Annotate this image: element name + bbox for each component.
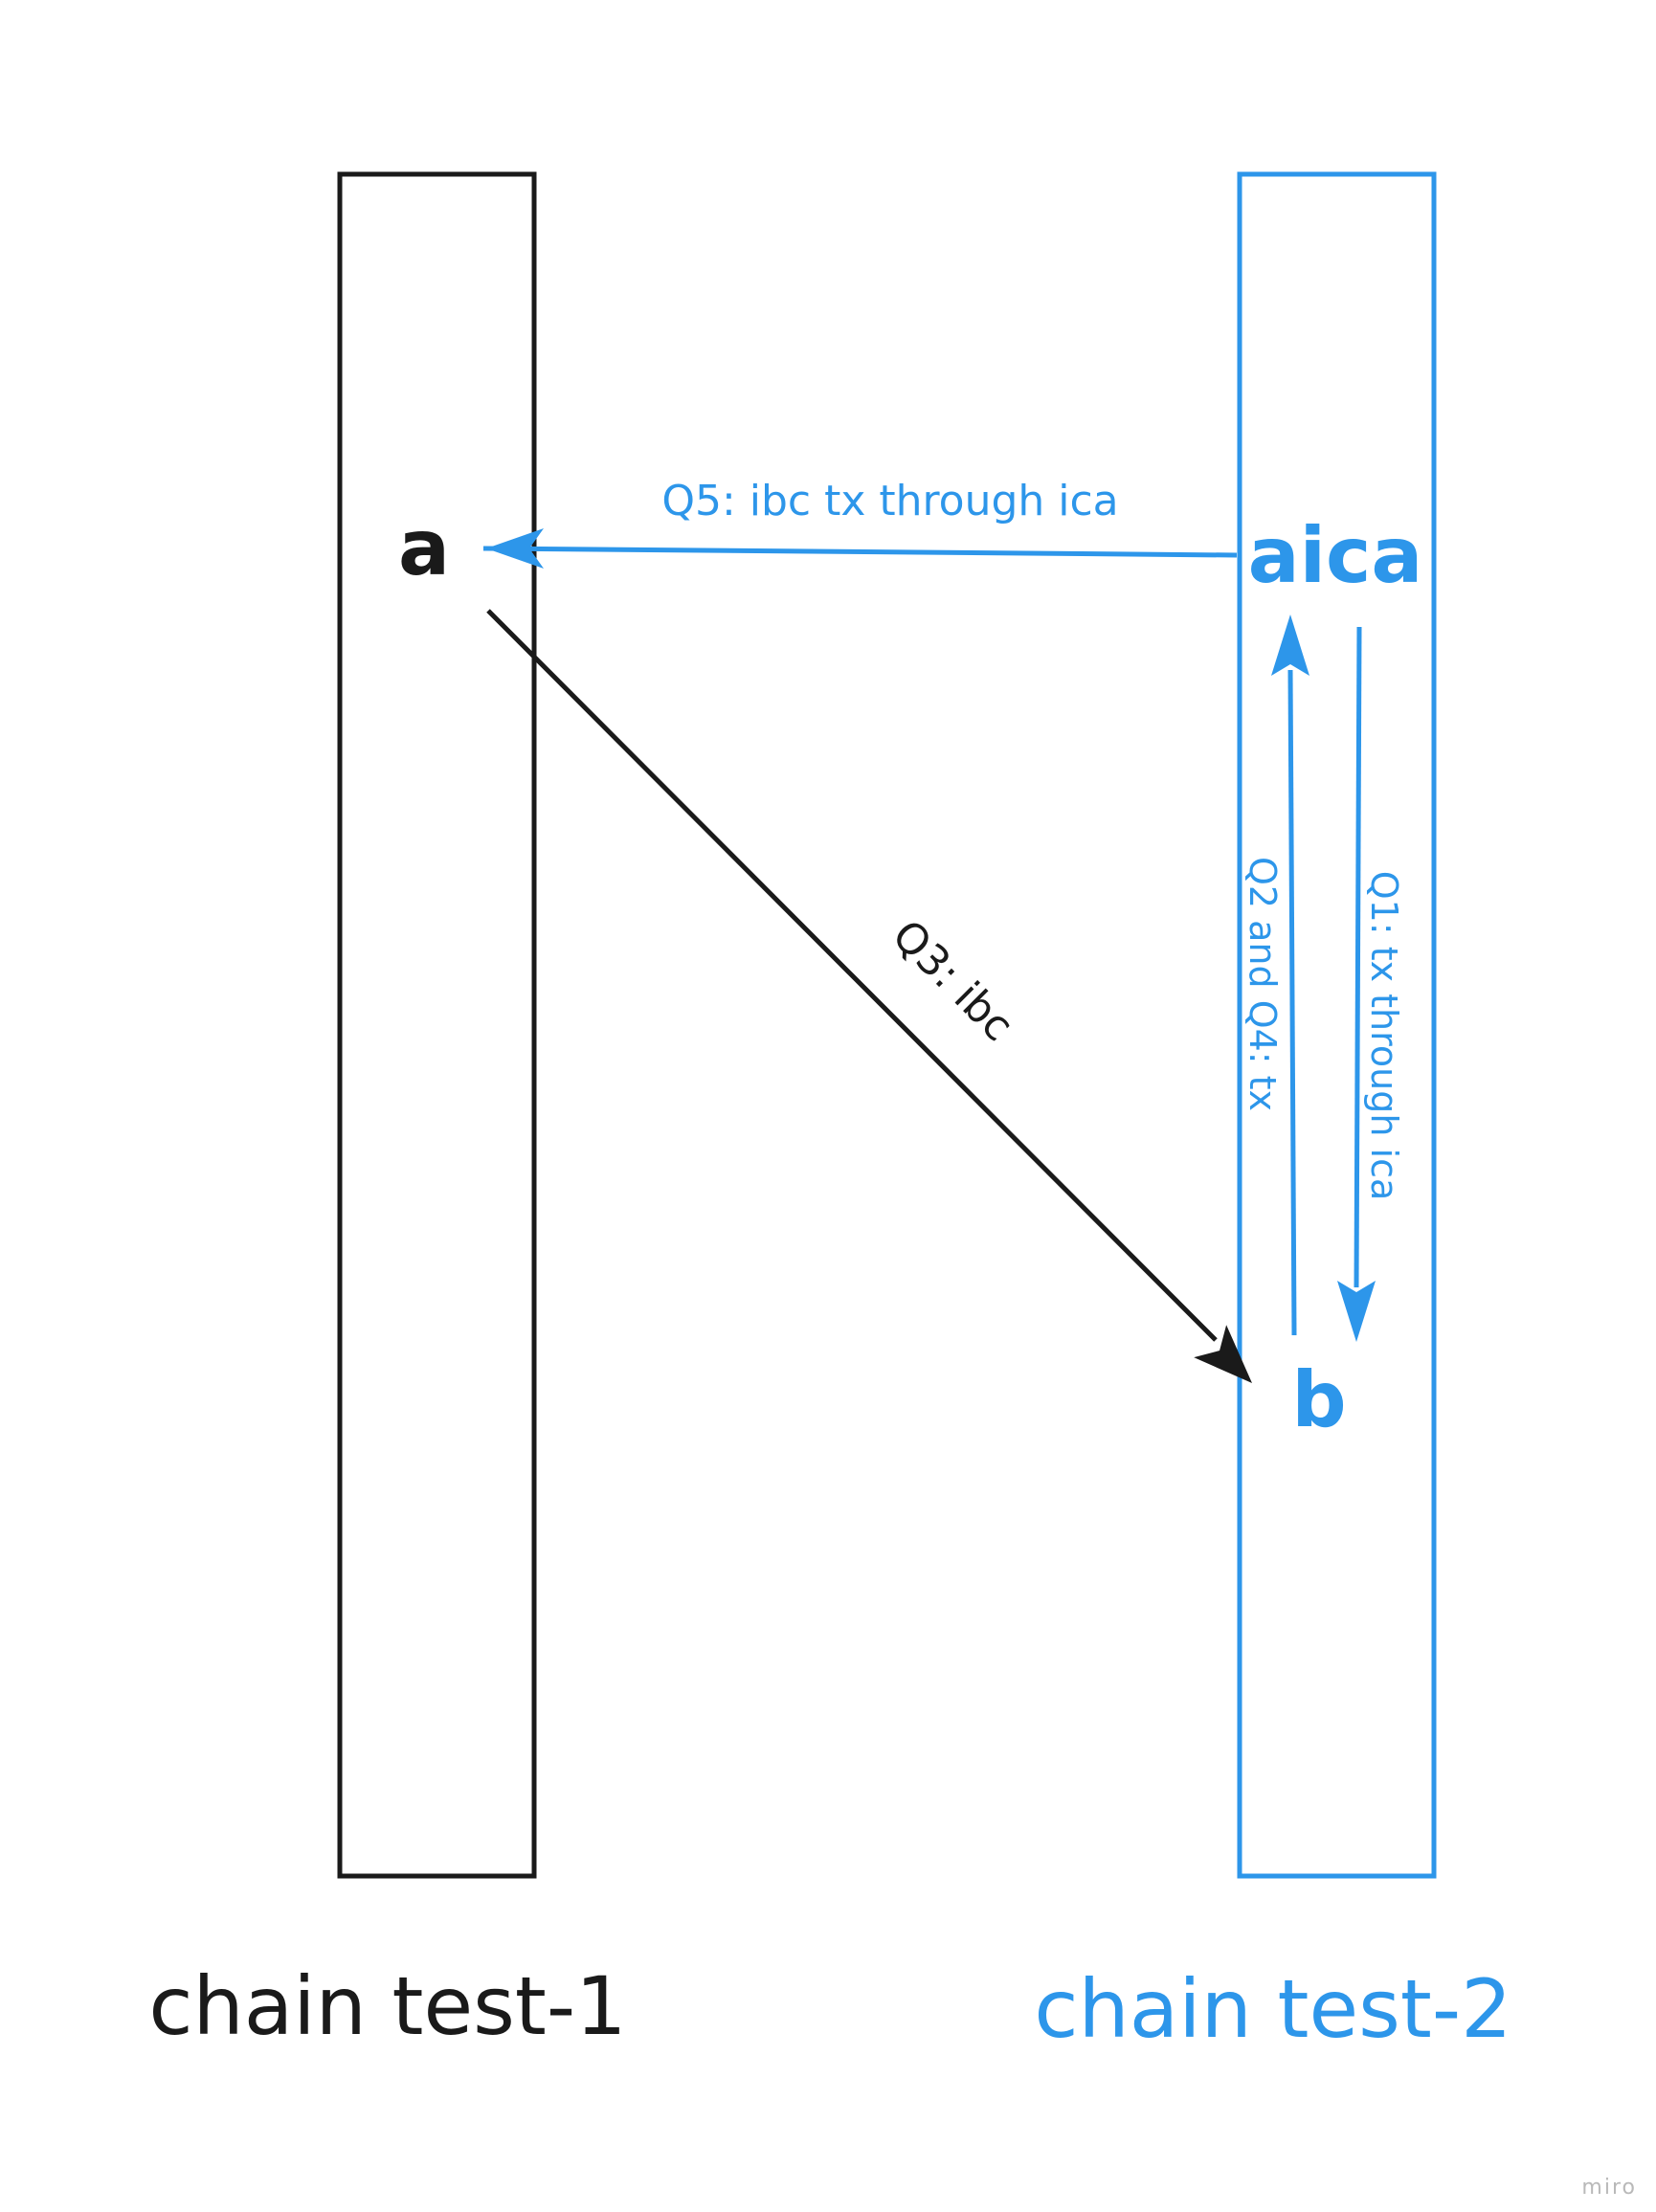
chain-test-1-box <box>337 171 537 1879</box>
edge-q3 <box>486 609 1252 1383</box>
chain-test-2-box <box>1237 171 1437 1879</box>
edge-q1 <box>1337 626 1376 1342</box>
edge-q5 <box>482 528 1238 569</box>
edge-q2-q4-label: Q2 and Q4: tx <box>1242 857 1284 1111</box>
node-a: a <box>398 503 450 592</box>
node-aica: aica <box>1248 511 1423 600</box>
edge-q1-label: Q1: tx through ica <box>1363 871 1405 1201</box>
chain-test-2-label: chain test-2 <box>1034 1962 1511 2056</box>
edge-q5-label: Q5: ibc tx through ica <box>661 477 1118 525</box>
chain-test-1-label: chain test-1 <box>148 1959 626 2053</box>
node-b: b <box>1291 1355 1346 1444</box>
miro-watermark: miro <box>1581 2176 1637 2200</box>
edge-q2-q4 <box>1271 614 1309 1336</box>
